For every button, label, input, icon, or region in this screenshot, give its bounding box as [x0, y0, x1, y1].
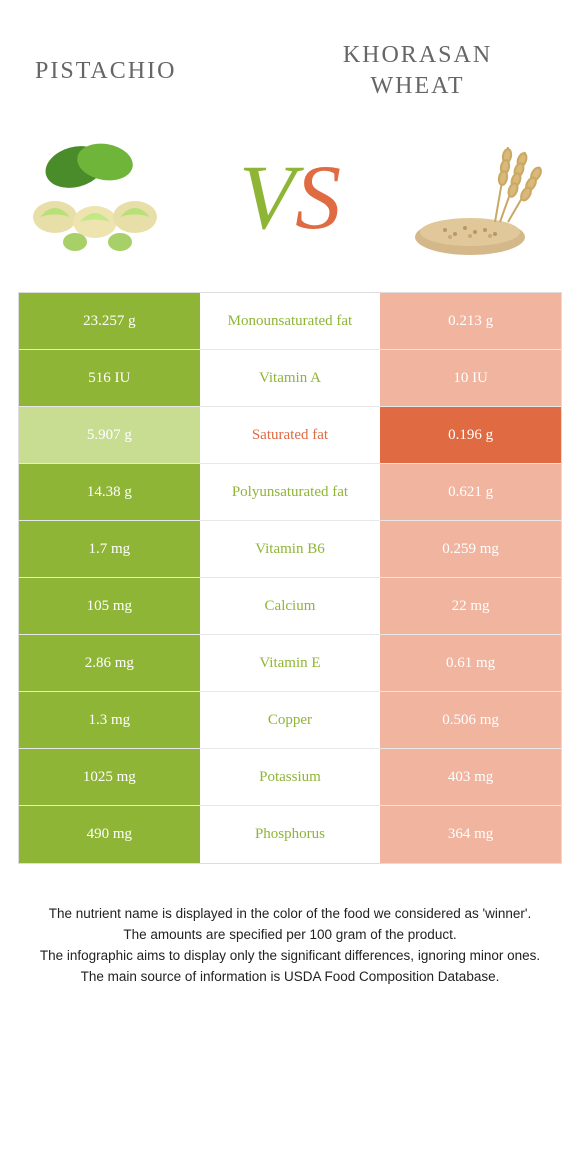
cell-left-value: 516 IU: [19, 350, 200, 406]
table-row: 2.86 mgVitamin E0.61 mg: [19, 635, 561, 692]
cell-right-value: 10 IU: [380, 350, 561, 406]
vs-v: V: [239, 144, 295, 250]
pistachio-icon: [20, 137, 180, 257]
footer-line4: The main source of information is USDA F…: [30, 967, 550, 988]
footer-line3: The infographic aims to display only the…: [30, 946, 550, 967]
cell-left-value: 14.38 g: [19, 464, 200, 520]
title-right-line2: WHEAT: [371, 73, 465, 99]
footer-notes: The nutrient name is displayed in the co…: [0, 864, 580, 988]
table-row: 490 mgPhosphorus364 mg: [19, 806, 561, 863]
title-right-line1: KHORASAN: [343, 42, 492, 68]
table-row: 1.7 mgVitamin B60.259 mg: [19, 521, 561, 578]
table-row: 1.3 mgCopper0.506 mg: [19, 692, 561, 749]
hero-row: VS: [0, 122, 580, 292]
cell-right-value: 403 mg: [380, 749, 561, 805]
table-row: 1025 mgPotassium403 mg: [19, 749, 561, 806]
table-row: 516 IUVitamin A10 IU: [19, 350, 561, 407]
cell-nutrient-name: Vitamin E: [200, 635, 381, 691]
cell-nutrient-name: Phosphorus: [200, 806, 381, 863]
cell-nutrient-name: Vitamin B6: [200, 521, 381, 577]
cell-left-value: 490 mg: [19, 806, 200, 863]
cell-nutrient-name: Calcium: [200, 578, 381, 634]
cell-left-value: 2.86 mg: [19, 635, 200, 691]
cell-right-value: 0.621 g: [380, 464, 561, 520]
wheat-image: [400, 132, 560, 262]
comparison-table: 23.257 gMonounsaturated fat0.213 g516 IU…: [18, 292, 562, 864]
table-row: 5.907 gSaturated fat0.196 g: [19, 407, 561, 464]
cell-left-value: 1.3 mg: [19, 692, 200, 748]
cell-right-value: 0.196 g: [380, 407, 561, 463]
cell-nutrient-name: Potassium: [200, 749, 381, 805]
cell-left-value: 1.7 mg: [19, 521, 200, 577]
cell-right-value: 22 mg: [380, 578, 561, 634]
cell-right-value: 0.61 mg: [380, 635, 561, 691]
cell-right-value: 0.259 mg: [380, 521, 561, 577]
table-row: 14.38 gPolyunsaturated fat0.621 g: [19, 464, 561, 521]
cell-left-value: 5.907 g: [19, 407, 200, 463]
header: PISTACHIO KHORASAN WHEAT: [0, 0, 580, 122]
table-row: 23.257 gMonounsaturated fat0.213 g: [19, 293, 561, 350]
footer-line1: The nutrient name is displayed in the co…: [30, 904, 550, 925]
cell-right-value: 0.213 g: [380, 293, 561, 349]
cell-nutrient-name: Monounsaturated fat: [200, 293, 381, 349]
footer-line2: The amounts are specified per 100 gram o…: [30, 925, 550, 946]
cell-left-value: 1025 mg: [19, 749, 200, 805]
cell-nutrient-name: Copper: [200, 692, 381, 748]
vs-s: S: [295, 144, 341, 250]
cell-nutrient-name: Saturated fat: [200, 407, 381, 463]
title-pistachio: PISTACHIO: [35, 58, 290, 85]
cell-right-value: 0.506 mg: [380, 692, 561, 748]
wheat-icon: [400, 132, 560, 262]
vs-label: VS: [239, 144, 341, 250]
title-khorasan-wheat: KHORASAN WHEAT: [290, 40, 545, 102]
pistachio-image: [20, 132, 180, 262]
cell-right-value: 364 mg: [380, 806, 561, 863]
table-row: 105 mgCalcium22 mg: [19, 578, 561, 635]
cell-nutrient-name: Polyunsaturated fat: [200, 464, 381, 520]
cell-left-value: 23.257 g: [19, 293, 200, 349]
cell-left-value: 105 mg: [19, 578, 200, 634]
cell-nutrient-name: Vitamin A: [200, 350, 381, 406]
